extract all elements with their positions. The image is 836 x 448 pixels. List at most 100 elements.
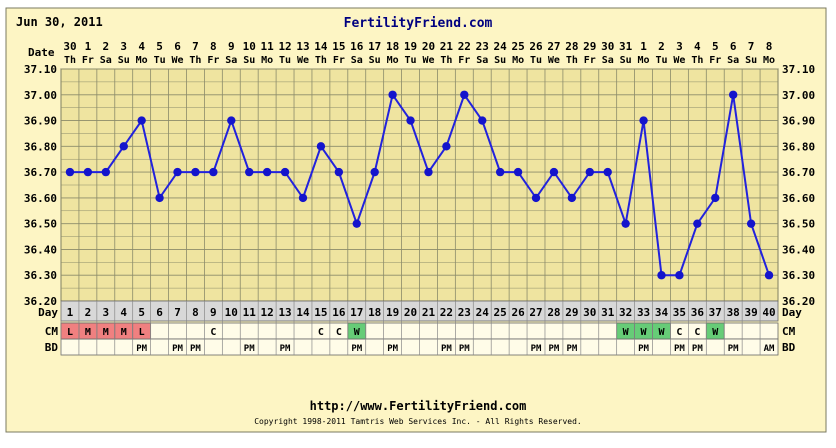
weekday-label: Th [64, 55, 76, 66]
temperature-point [262, 167, 272, 177]
y-tick-label-right: 36.30 [782, 269, 815, 282]
day-number: 9 [210, 306, 217, 319]
weekday-label: Mo [763, 55, 775, 66]
date-label: 1 [85, 40, 92, 53]
weekday-label: Su [494, 55, 506, 66]
date-label: 14 [314, 40, 328, 53]
cm-value: W [623, 327, 630, 338]
header-site: FertilityFriend.com [344, 16, 493, 31]
temperature-point [728, 90, 738, 99]
day-number: 21 [422, 306, 436, 319]
weekday-label: Th [691, 55, 703, 66]
day-number: 17 [350, 306, 363, 319]
temperature-point [764, 271, 774, 280]
day-number: 5 [138, 306, 145, 319]
date-label: 18 [386, 40, 399, 53]
temperature-point [460, 90, 469, 99]
weekday-label: Fr [333, 55, 345, 66]
date-label: 21 [440, 40, 454, 53]
weekday-label: Sa [727, 55, 739, 66]
cm-value: M [103, 327, 109, 338]
weekday-label: Fr [207, 55, 219, 66]
temperature-point [245, 167, 254, 177]
day-number: 1 [67, 306, 74, 319]
temperature-point [316, 142, 326, 151]
bd-value: PM [280, 344, 291, 354]
weekday-label: We [422, 55, 434, 66]
day-number: 20 [404, 306, 417, 319]
y-tick-label-right: 36.80 [782, 140, 815, 153]
day-number: 6 [156, 306, 163, 319]
temperature-point [388, 90, 397, 99]
weekday-label: We [297, 55, 309, 66]
bd-value: PM [441, 344, 452, 354]
day-number: 14 [296, 306, 310, 319]
date-label: 23 [476, 40, 489, 53]
day-row-label-right: Day [782, 306, 802, 319]
day-number: 31 [601, 306, 615, 319]
date-label: 10 [243, 40, 256, 53]
temperature-point [173, 167, 182, 177]
temperature-point [657, 271, 666, 280]
temperature-point [352, 219, 361, 228]
footer-url: http://www.FertilityFriend.com [310, 399, 527, 413]
day-number: 37 [709, 306, 722, 319]
cm-value: C [676, 327, 682, 338]
weekday-label: Mo [512, 55, 524, 66]
day-number: 26 [511, 306, 525, 319]
temperature-point [513, 167, 523, 177]
date-label: 31 [619, 40, 633, 53]
weekday-label: Mo [387, 55, 399, 66]
bd-value: PM [190, 344, 201, 354]
date-label: 1 [640, 40, 647, 53]
weekday-label: Su [620, 55, 632, 66]
date-label: 3 [120, 40, 127, 53]
y-tick-label-right: 36.50 [782, 218, 815, 231]
date-label: 28 [565, 40, 578, 53]
cm-value: C [694, 327, 700, 338]
temperature-point [406, 116, 415, 125]
bd-row-label: BD [45, 341, 59, 354]
bd-value: PM [244, 344, 255, 354]
weekday-label: We [673, 55, 685, 66]
day-number: 33 [637, 306, 650, 319]
date-label: 17 [368, 40, 381, 53]
y-tick-label-right: 37.00 [782, 89, 815, 102]
temperature-point [155, 193, 164, 203]
weekday-label: Th [315, 55, 327, 66]
date-label: 2 [103, 40, 110, 53]
day-number: 2 [85, 306, 92, 319]
weekday-label: Th [566, 55, 578, 66]
y-tick-label-right: 36.20 [782, 295, 815, 308]
date-label: 29 [583, 40, 596, 53]
weekday-label: Mo [638, 55, 650, 66]
day-number: 12 [261, 306, 274, 319]
bd-value: PM [566, 344, 577, 354]
day-number: 23 [458, 306, 471, 319]
weekday-label: Tu [154, 55, 166, 66]
y-tick-label-left: 36.30 [24, 269, 57, 282]
day-number: 40 [762, 306, 775, 319]
day-number: 19 [386, 306, 399, 319]
day-number: 16 [332, 306, 346, 319]
day-number: 13 [278, 306, 291, 319]
temperature-point [227, 116, 236, 125]
date-label: 19 [404, 40, 417, 53]
day-number: 30 [583, 306, 596, 319]
temperature-point [334, 167, 344, 177]
date-label: 7 [748, 40, 755, 53]
temperature-point [65, 167, 75, 177]
weekday-label: Fr [709, 55, 721, 66]
temperature-point [495, 167, 505, 177]
bd-value: PM [387, 344, 398, 354]
day-number: 15 [314, 306, 327, 319]
temperature-point [603, 167, 612, 177]
temperature-point [191, 167, 200, 177]
y-axis-ticks: 36.20 36.20 36.30 36.30 36.40 36.40 36.50 36.50… [24, 63, 815, 308]
date-label: 7 [192, 40, 199, 53]
weekday-label: Su [243, 55, 255, 66]
bd-value: PM [172, 344, 183, 354]
y-tick-label-left: 37.10 [24, 63, 57, 76]
date-label: 3 [676, 40, 683, 53]
